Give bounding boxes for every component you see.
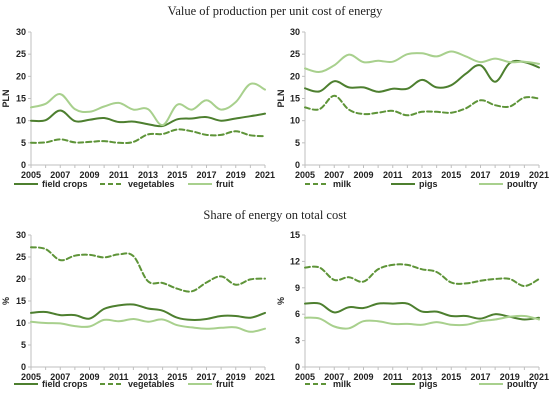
x-tick-label: 2017 [470, 372, 490, 382]
x-tick-label: 2019 [500, 170, 520, 180]
y-tick-label: 30 [16, 230, 26, 240]
top-section-title: Value of production per unit cost of ene… [167, 4, 383, 18]
y-tick-label: 15 [16, 296, 26, 306]
x-tick-label: 2013 [138, 372, 158, 382]
series-line-poultry [304, 50, 540, 73]
y-tick-label: 0 [21, 362, 26, 372]
legend-label-milk: milk [333, 179, 352, 189]
x-tick-label: 2013 [138, 170, 158, 180]
x-tick-label: 2017 [196, 170, 216, 180]
y-tick-label: 10 [16, 116, 26, 126]
legend-label-poultry: poultry [507, 179, 538, 189]
y-tick-label: 15 [290, 230, 300, 240]
y-tick-label: 15 [16, 94, 26, 104]
y-tick-label: 0 [21, 160, 26, 170]
y-axis-label: % [1, 297, 11, 305]
legend-label-pigs: pigs [419, 179, 438, 189]
legend-label-field-crops: field crops [42, 179, 88, 189]
series-line-pigs [304, 301, 540, 321]
x-tick-label: 2011 [109, 170, 129, 180]
series-line-poultry [304, 314, 540, 330]
series-line-fruit [30, 318, 266, 333]
legend-label-vegetables: vegetables [128, 179, 175, 189]
series-line-milk [304, 94, 540, 117]
y-tick-label: 5 [21, 340, 26, 350]
series-line-vegetables [30, 128, 266, 145]
chart-energy-share-field-crops-vegetables-fruit: 0 5 10 15 20 25 30 2005 2007 2009 2011 2013 2015 2017… [1, 230, 275, 389]
x-tick-label: 2007 [50, 372, 70, 382]
legend-label-fruit: fruit [216, 379, 234, 389]
x-tick-label: 2005 [21, 372, 41, 382]
x-tick-label: 2007 [324, 372, 344, 382]
y-tick-label: 15 [290, 94, 300, 104]
x-tick-label: 2009 [353, 170, 373, 180]
y-tick-label: 30 [16, 27, 26, 37]
y-tick-label: 20 [16, 71, 26, 81]
x-tick-label: 2007 [324, 170, 344, 180]
x-tick-label: 2009 [79, 372, 99, 382]
y-tick-label: 0 [295, 160, 300, 170]
x-tick-label: 2017 [196, 372, 216, 382]
x-tick-label: 2009 [353, 372, 373, 382]
legend-label-milk: milk [333, 379, 352, 389]
bottom-section-title: Share of energy on total cost [203, 208, 347, 222]
chart-production-field-crops-vegetables-fruit: 0 5 10 15 20 25 30 2005 2007 2009 2011 2013 2015 2017… [1, 27, 275, 189]
x-tick-label: 2021 [255, 170, 275, 180]
y-tick-label: 5 [295, 138, 300, 148]
y-tick-label: 10 [290, 116, 300, 126]
y-tick-label: 25 [16, 252, 26, 262]
series-line-field-crops [30, 109, 266, 128]
x-tick-label: 2005 [295, 170, 315, 180]
series-line-field-crops [30, 303, 266, 321]
y-tick-label: 6 [295, 309, 300, 319]
x-tick-label: 2021 [529, 170, 549, 180]
series-line-vegetables [30, 246, 266, 293]
x-tick-label: 2019 [500, 372, 520, 382]
x-tick-label: 2015 [167, 372, 187, 382]
x-tick-label: 2019 [226, 170, 246, 180]
legend-label-vegetables: vegetables [128, 379, 175, 389]
x-tick-label: 2005 [21, 170, 41, 180]
series-line-fruit [30, 82, 266, 127]
y-axis-label: PLN [276, 90, 286, 108]
y-axis-label: PLN [1, 90, 11, 108]
x-tick-label: 2005 [295, 372, 315, 382]
y-tick-label: 25 [16, 49, 26, 59]
x-tick-label: 2011 [109, 372, 129, 382]
y-tick-label: 0 [295, 362, 300, 372]
y-tick-label: 20 [290, 71, 300, 81]
series-line-milk [304, 263, 540, 287]
chart-production-milk-pigs-poultry: 0 5 10 15 20 25 30 2005 2007 2009 2011 2013 2015 2017… [276, 27, 549, 189]
series-line-pigs [304, 59, 540, 93]
x-tick-label: 2021 [255, 372, 275, 382]
x-tick-label: 2015 [167, 170, 187, 180]
chart-energy-share-milk-pigs-poultry: 0 3 6 9 12 15 2005 2007 2009 2011 2013 2015 2017 2019… [276, 230, 549, 389]
legend-label-poultry: poultry [507, 379, 538, 389]
y-tick-label: 25 [290, 49, 300, 59]
y-tick-label: 12 [290, 256, 300, 266]
y-tick-label: 3 [295, 336, 300, 346]
legend-label-field-crops: field crops [42, 379, 88, 389]
legend-label-pigs: pigs [419, 379, 438, 389]
x-tick-label: 2013 [412, 170, 432, 180]
x-tick-label: 2013 [412, 372, 432, 382]
x-tick-label: 2011 [383, 372, 403, 382]
x-tick-label: 2015 [441, 170, 461, 180]
y-tick-label: 10 [16, 318, 26, 328]
y-tick-label: 9 [295, 283, 300, 293]
x-tick-label: 2021 [529, 372, 549, 382]
legend-label-fruit: fruit [216, 179, 234, 189]
x-tick-label: 2019 [226, 372, 246, 382]
y-tick-label: 30 [290, 27, 300, 37]
x-tick-label: 2011 [383, 170, 403, 180]
y-tick-label: 5 [21, 138, 26, 148]
y-axis-label: % [276, 297, 286, 305]
x-tick-label: 2017 [470, 170, 490, 180]
x-tick-label: 2007 [50, 170, 70, 180]
x-tick-label: 2009 [79, 170, 99, 180]
y-tick-label: 20 [16, 274, 26, 284]
x-tick-label: 2015 [441, 372, 461, 382]
